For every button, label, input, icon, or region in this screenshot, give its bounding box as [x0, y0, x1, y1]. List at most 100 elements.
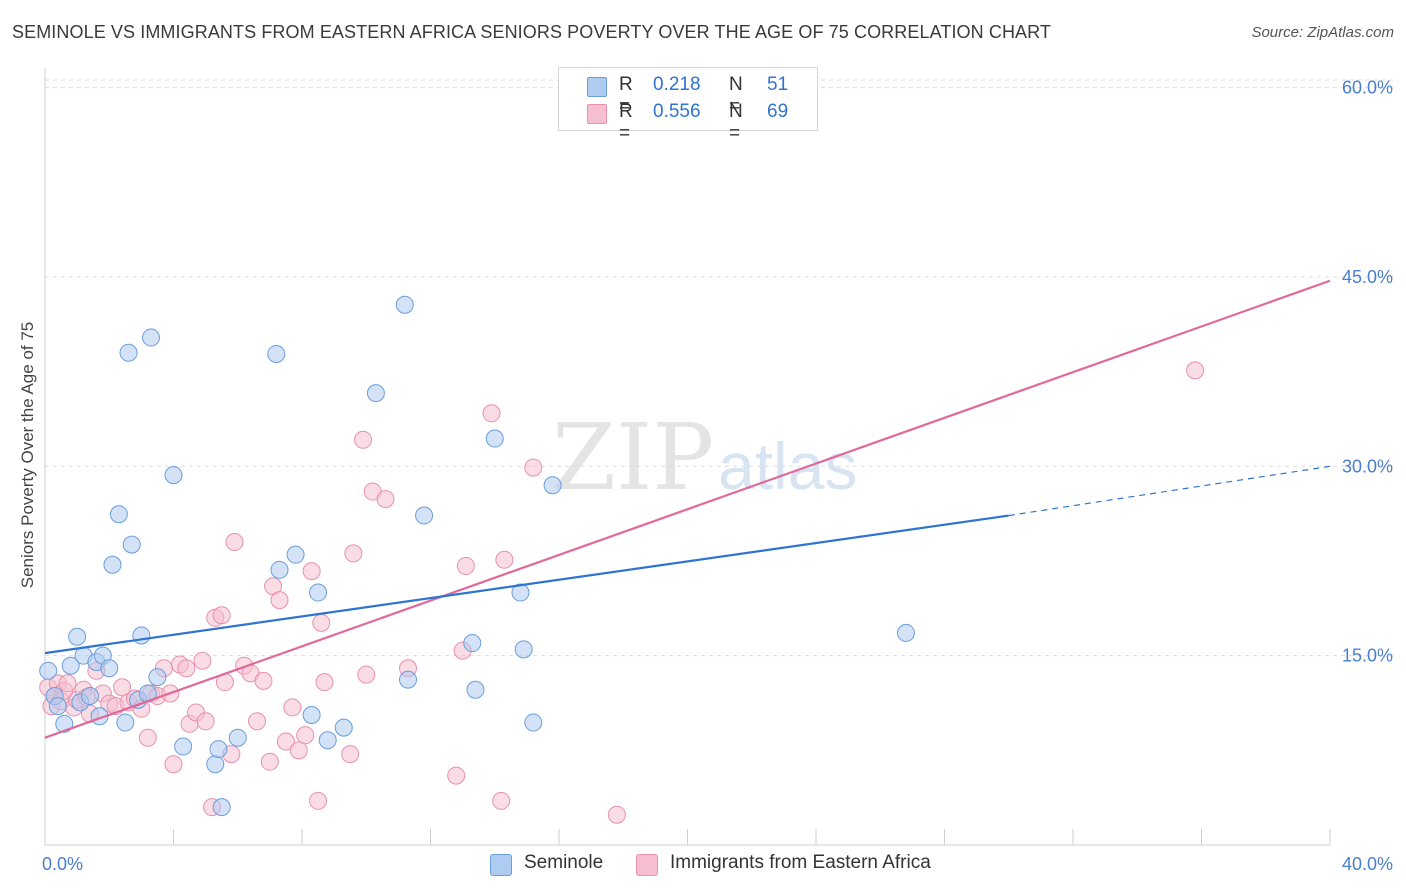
- immigrants-point: [193, 651, 212, 670]
- seminole-point: [514, 640, 533, 659]
- seminole-point: [399, 670, 418, 689]
- immigrants-point: [524, 458, 543, 477]
- seminole-point: [68, 627, 87, 646]
- y-axis-label: Seniors Poverty Over the Age of 75: [18, 322, 37, 588]
- seminole-point: [896, 623, 915, 642]
- seminole-point: [61, 656, 80, 675]
- n-label: N =: [729, 74, 743, 117]
- immigrants-point: [482, 404, 501, 423]
- axes: [44, 68, 1331, 846]
- immigrants-point: [344, 544, 363, 563]
- seminole-point: [174, 737, 193, 756]
- seminole-point: [122, 535, 141, 554]
- r-label: R =: [619, 101, 633, 144]
- immigrants-swatch: [636, 854, 658, 876]
- seminole-point: [318, 731, 337, 750]
- seminole-swatch: [587, 77, 607, 97]
- immigrants-point: [495, 550, 514, 569]
- seminole-point: [116, 713, 135, 732]
- immigrants-point: [270, 591, 289, 610]
- immigrants-point: [456, 557, 475, 576]
- immigrants-point: [196, 712, 215, 731]
- seminole-point: [286, 545, 305, 564]
- seminole-r-value: 0.218: [653, 74, 701, 95]
- immigrants-point: [492, 791, 511, 810]
- seminole-point: [48, 697, 67, 716]
- seminole-point: [366, 384, 385, 403]
- immigrants-legend-label: Immigrants from Eastern Africa: [670, 852, 931, 873]
- seminole-points: [39, 295, 915, 817]
- immigrants-point: [302, 562, 321, 581]
- immigrants-point: [58, 674, 77, 693]
- immigrants-points: [39, 361, 1205, 824]
- immigrants-point: [113, 678, 132, 697]
- seminole-point: [132, 626, 151, 645]
- immigrants-r-value: 0.556: [653, 101, 701, 122]
- seminole-n-value: 51: [767, 74, 789, 95]
- immigrants-point: [260, 752, 279, 771]
- source-label: Source: ZipAtlas.com: [1251, 24, 1394, 41]
- seminole-point: [80, 687, 99, 706]
- y-tick-label: 60.0%: [1342, 78, 1393, 98]
- seminole-point: [55, 714, 74, 733]
- immigrants-point: [341, 745, 360, 764]
- seminole-point: [164, 466, 183, 485]
- seminole-legend-label: Seminole: [524, 852, 604, 873]
- seminole-point: [109, 505, 128, 524]
- seminole-point: [466, 680, 485, 699]
- seminole-point: [485, 429, 504, 448]
- seminole-point: [39, 661, 58, 680]
- tick-labels: 15.0% 30.0% 45.0% 60.0% 0.0% 40.0%: [42, 78, 1393, 874]
- seminole-point: [228, 728, 247, 747]
- immigrants-point: [225, 533, 244, 552]
- x-tick-label: 0.0%: [42, 854, 83, 874]
- immigrants-point: [289, 741, 308, 760]
- immigrants-n-value: 69: [767, 101, 789, 122]
- seminole-point: [463, 634, 482, 653]
- immigrants-point: [212, 606, 231, 625]
- immigrants-point: [376, 490, 395, 509]
- immigrants-point: [447, 766, 466, 785]
- y-tick-label: 30.0%: [1342, 456, 1393, 476]
- immigrants-point: [1186, 361, 1205, 380]
- immigrants-point: [276, 732, 295, 751]
- immigrants-point: [283, 698, 302, 717]
- n-label: N =: [729, 101, 743, 144]
- seminole-point: [119, 343, 138, 362]
- seminole-point: [206, 755, 225, 774]
- chart-title: SEMINOLE VS IMMIGRANTS FROM EASTERN AFRI…: [12, 22, 1052, 42]
- seminole-point: [142, 328, 161, 347]
- immigrants-point: [309, 791, 328, 810]
- immigrants-point: [254, 671, 273, 690]
- immigrants-point: [138, 728, 157, 747]
- seminole-point: [100, 659, 119, 678]
- stats-legend: R = 0.218 N = 51 R = 0.556 N = 69: [558, 67, 818, 144]
- immigrants-point: [177, 659, 196, 678]
- seminole-trend-extension: [1008, 465, 1331, 517]
- seminole-point: [148, 668, 167, 687]
- immigrants-point: [164, 755, 183, 774]
- y-tick-label: 15.0%: [1342, 646, 1393, 666]
- immigrants-point: [354, 430, 373, 449]
- immigrants-point: [296, 726, 315, 745]
- trend-lines: [44, 279, 1331, 739]
- immigrants-point: [248, 712, 267, 731]
- watermark-zip: ZIP: [552, 404, 714, 511]
- seminole-point: [309, 583, 328, 602]
- immigrants-point: [607, 805, 626, 824]
- seminole-trend-line: [44, 514, 1009, 655]
- immigrants-point: [312, 613, 331, 632]
- seminole-point: [270, 560, 289, 579]
- immigrants-trend-line: [44, 279, 1331, 739]
- immigrants-point: [315, 673, 334, 692]
- r-label: R =: [619, 74, 633, 117]
- watermark: ZIP atlas: [552, 404, 857, 511]
- seminole-point: [209, 740, 228, 759]
- seminole-point: [302, 705, 321, 724]
- seminole-point: [511, 583, 530, 602]
- seminole-swatch: [490, 854, 512, 876]
- y-tick-label: 45.0%: [1342, 267, 1393, 287]
- immigrants-point: [357, 665, 376, 684]
- seminole-point: [334, 718, 353, 737]
